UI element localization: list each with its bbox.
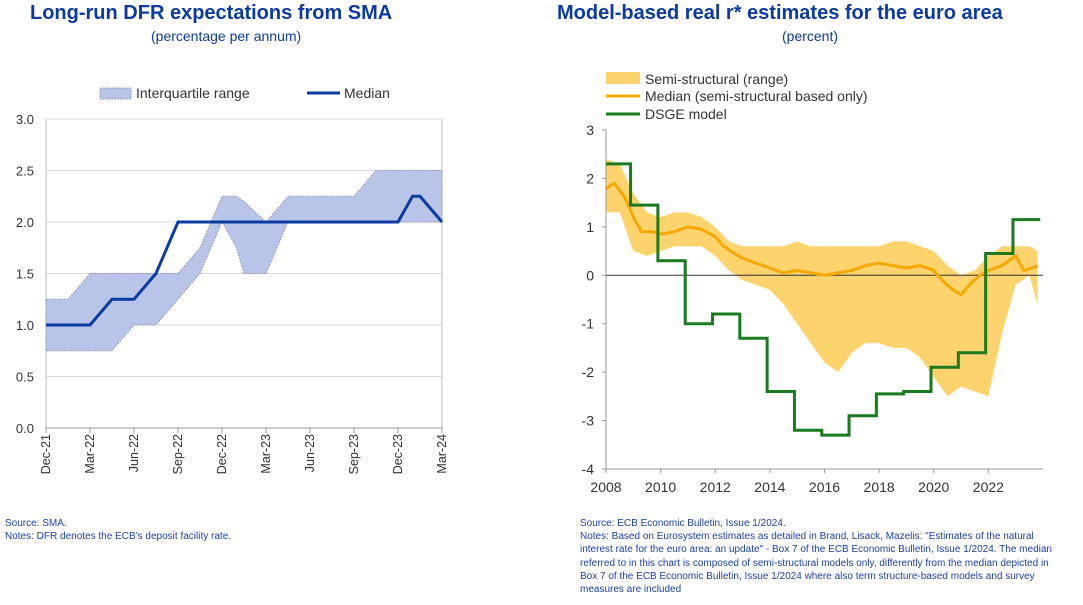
y-tick-label: 2.5 <box>16 164 34 179</box>
x-tick-label: Dec-23 <box>391 434 405 474</box>
x-tick-label: 2016 <box>809 479 840 495</box>
right-chart-title: Model-based real r* estimates for the eu… <box>557 2 1003 24</box>
y-tick-label: 1.5 <box>16 267 34 282</box>
legend-swatch-interquartile <box>99 87 132 100</box>
dsge-line <box>606 162 1041 437</box>
x-tick-label: 2022 <box>973 479 1004 495</box>
left-chart-subtitle: (percentage per annum) <box>151 28 302 44</box>
median-line <box>46 194 444 327</box>
x-tick-label: 2018 <box>864 479 895 495</box>
legend-label-median: Median <box>344 85 390 101</box>
x-tick-label: Sep-23 <box>347 434 361 474</box>
semi-structural-range-band <box>606 159 1038 397</box>
x-tick-label: Dec-22 <box>215 434 229 474</box>
left-source: Source: SMA. <box>5 518 67 529</box>
right-source: Source: ECB Economic Bulletin, Issue 1/2… <box>580 518 786 529</box>
right-chart-subtitle: (percent) <box>782 28 839 44</box>
x-tick-label: Jun-23 <box>303 434 317 472</box>
legend-label-dsge: DSGE model <box>645 106 727 122</box>
y-tick-label: 2 <box>586 170 594 186</box>
x-tick-label: Dec-21 <box>39 434 53 474</box>
y-tick-label: -1 <box>582 316 595 332</box>
right-notes: Notes: Based on Eurosystem estimates as … <box>580 531 1052 596</box>
x-tick-label: Mar-24 <box>435 434 449 474</box>
interquartile-range-band <box>45 170 443 352</box>
y-tick-label: 3.0 <box>16 112 34 127</box>
y-tick-label: 3 <box>586 122 594 138</box>
legend-label-interquartile: Interquartile range <box>136 85 250 101</box>
y-tick-label: 1 <box>586 219 594 235</box>
legend-swatch-range <box>606 72 640 84</box>
median-line <box>605 181 1039 297</box>
y-tick-label: -3 <box>582 413 595 429</box>
left-chart-title: Long-run DFR expectations from SMA <box>30 2 393 24</box>
x-tick-label: Mar-22 <box>83 434 97 474</box>
x-tick-label: 2010 <box>645 479 676 495</box>
x-tick-label: 2014 <box>754 479 785 495</box>
y-tick-label: 0 <box>586 267 594 283</box>
y-tick-label: 0.5 <box>16 370 34 385</box>
legend-label-range: Semi-structural (range) <box>645 71 788 87</box>
x-tick-label: 2020 <box>918 479 949 495</box>
x-tick-label: 2008 <box>590 479 621 495</box>
y-tick-label: 2.0 <box>16 215 34 230</box>
legend-label-median: Median (semi-structural based only) <box>645 88 868 104</box>
x-tick-label: Sep-22 <box>171 434 185 474</box>
left-notes: Notes: DFR denotes the ECB’s deposit fac… <box>5 531 232 542</box>
left-chart: 0.0 0.5 1.0 1.5 2.0 2.5 3.0 Dec-21 Mar-22 Jun-22 S… <box>16 85 449 474</box>
x-tick-label: 2012 <box>700 479 731 495</box>
right-chart: 3 2 1 0 -1 -2 -3 -4 2008 2010 2012 2014 2016 2018 2020… <box>582 71 1043 495</box>
x-tick-label: Jun-22 <box>127 434 141 472</box>
y-tick-label: 1.0 <box>16 318 34 333</box>
y-tick-label: 0.0 <box>16 421 34 436</box>
x-tick-label: Mar-23 <box>259 434 273 474</box>
y-tick-label: -4 <box>582 461 595 477</box>
y-tick-label: -2 <box>582 364 595 380</box>
